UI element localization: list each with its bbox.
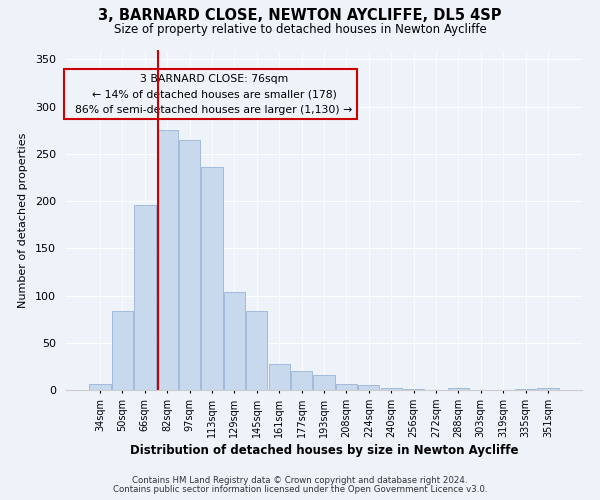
Bar — [157, 130, 178, 390]
Bar — [448, 388, 469, 390]
Bar — [336, 384, 357, 390]
Text: Size of property relative to detached houses in Newton Aycliffe: Size of property relative to detached ho… — [113, 22, 487, 36]
Bar — [358, 386, 379, 390]
Text: 3 BARNARD CLOSE: 76sqm
  ← 14% of detached houses are smaller (178)
  86% of sem: 3 BARNARD CLOSE: 76sqm ← 14% of detached… — [68, 74, 353, 115]
Bar — [403, 389, 424, 390]
Text: Contains HM Land Registry data © Crown copyright and database right 2024.: Contains HM Land Registry data © Crown c… — [132, 476, 468, 485]
Bar — [134, 205, 155, 390]
Bar — [112, 310, 133, 390]
Text: 3, BARNARD CLOSE, NEWTON AYCLIFFE, DL5 4SP: 3, BARNARD CLOSE, NEWTON AYCLIFFE, DL5 4… — [98, 8, 502, 22]
Text: Contains public sector information licensed under the Open Government Licence v3: Contains public sector information licen… — [113, 485, 487, 494]
Bar — [224, 292, 245, 390]
Bar — [179, 140, 200, 390]
Bar — [537, 388, 559, 390]
X-axis label: Distribution of detached houses by size in Newton Aycliffe: Distribution of detached houses by size … — [130, 444, 518, 457]
Bar — [515, 389, 536, 390]
Bar — [291, 371, 312, 390]
Bar — [313, 375, 335, 390]
Y-axis label: Number of detached properties: Number of detached properties — [18, 132, 28, 308]
Bar — [269, 364, 290, 390]
Bar — [202, 167, 223, 390]
Bar — [246, 310, 268, 390]
Bar — [89, 384, 111, 390]
Bar — [380, 388, 402, 390]
